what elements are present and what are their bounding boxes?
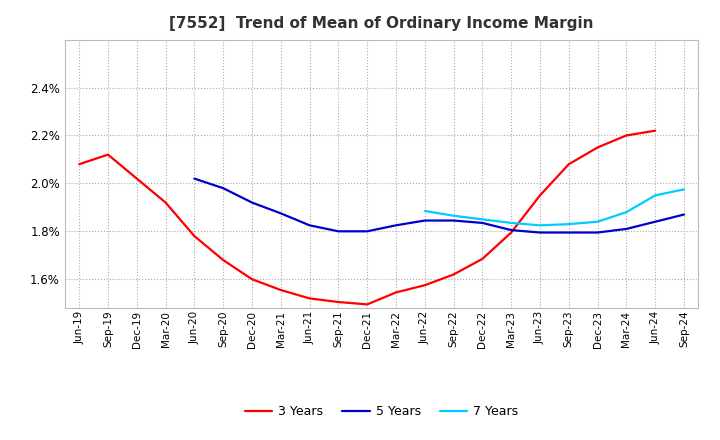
7 Years	[680, 187, 688, 192]
7 Years	[478, 216, 487, 222]
5 Years	[363, 229, 372, 234]
3 Years	[392, 290, 400, 295]
7 Years	[593, 219, 602, 224]
3 Years	[536, 193, 544, 198]
3 Years	[622, 133, 631, 138]
5 Years	[219, 186, 228, 191]
5 Years	[478, 220, 487, 226]
3 Years	[248, 277, 256, 282]
5 Years	[190, 176, 199, 181]
Line: 5 Years: 5 Years	[194, 179, 684, 232]
7 Years	[420, 208, 429, 213]
7 Years	[651, 193, 660, 198]
7 Years	[622, 209, 631, 215]
5 Years	[305, 223, 314, 228]
Line: 7 Years: 7 Years	[425, 189, 684, 225]
5 Years	[564, 230, 573, 235]
3 Years	[132, 176, 141, 181]
3 Years	[449, 272, 458, 277]
Legend: 3 Years, 5 Years, 7 Years: 3 Years, 5 Years, 7 Years	[240, 400, 523, 423]
Line: 3 Years: 3 Years	[79, 131, 655, 304]
3 Years	[651, 128, 660, 133]
3 Years	[420, 282, 429, 288]
Title: [7552]  Trend of Mean of Ordinary Income Margin: [7552] Trend of Mean of Ordinary Income …	[169, 16, 594, 32]
7 Years	[536, 223, 544, 228]
3 Years	[507, 230, 516, 235]
3 Years	[564, 161, 573, 167]
5 Years	[651, 219, 660, 224]
7 Years	[449, 213, 458, 218]
5 Years	[507, 227, 516, 233]
3 Years	[334, 299, 343, 304]
7 Years	[507, 220, 516, 226]
3 Years	[478, 256, 487, 261]
3 Years	[219, 257, 228, 263]
5 Years	[248, 200, 256, 205]
5 Years	[420, 218, 429, 223]
5 Years	[449, 218, 458, 223]
5 Years	[392, 223, 400, 228]
5 Years	[334, 229, 343, 234]
3 Years	[161, 200, 170, 205]
3 Years	[75, 161, 84, 167]
5 Years	[680, 212, 688, 217]
3 Years	[305, 296, 314, 301]
5 Years	[536, 230, 544, 235]
5 Years	[276, 211, 285, 216]
3 Years	[276, 287, 285, 293]
5 Years	[622, 226, 631, 231]
3 Years	[104, 152, 112, 157]
3 Years	[593, 145, 602, 150]
3 Years	[190, 234, 199, 239]
3 Years	[363, 302, 372, 307]
5 Years	[593, 230, 602, 235]
7 Years	[564, 221, 573, 227]
